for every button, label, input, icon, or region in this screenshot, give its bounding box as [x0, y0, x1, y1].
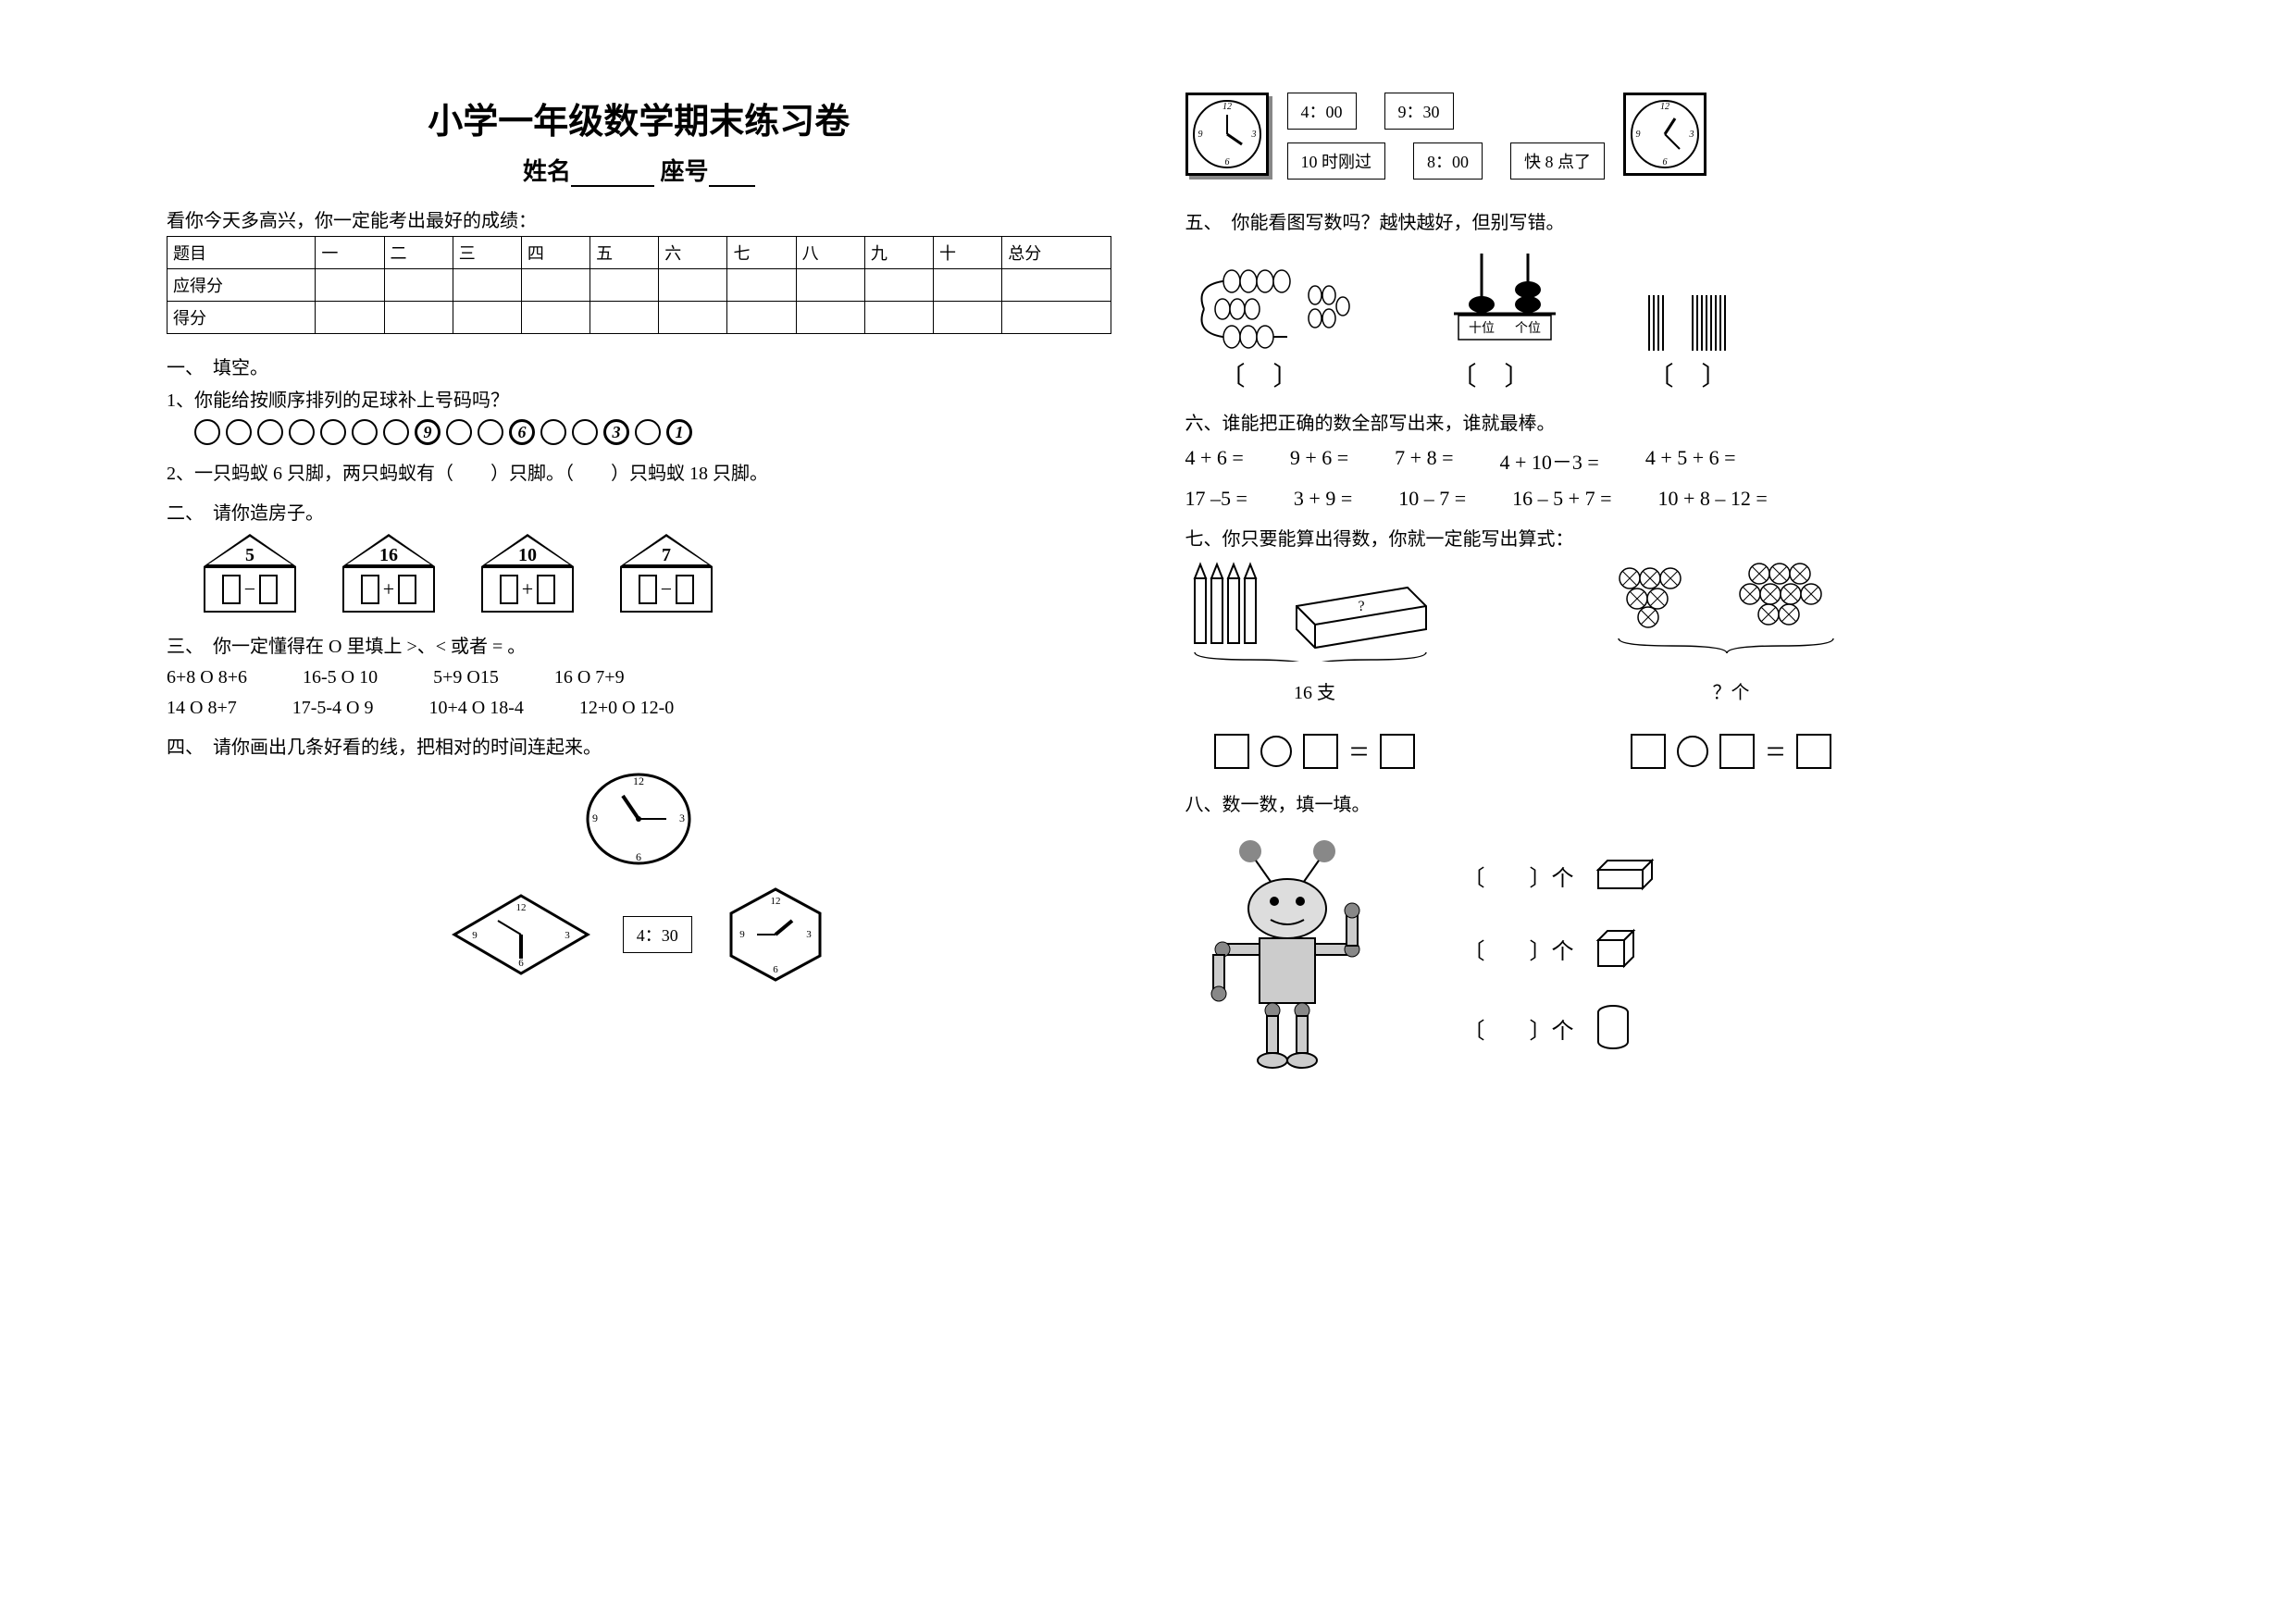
svg-text:12: 12: [770, 896, 780, 907]
time-box-930: 9：30: [1384, 93, 1454, 130]
svg-text:12: 12: [633, 774, 644, 787]
square-clock-right: 12 3 6 9: [1623, 93, 1706, 176]
q5-figures: 〔〕 十位 个位 〔〕 〔〕: [1185, 249, 2130, 393]
section-6-title: 六、谁能把正确的数全部写出来，谁就最棒。: [1185, 408, 2130, 435]
hex-clock: 12 3 6 9: [720, 884, 831, 985]
score-row-expected: 应得分: [168, 269, 1111, 302]
compare-row-2: 14 O 8+717-5-4 O 910+4 O 18-412+0 O 12-0: [167, 698, 1111, 719]
beads-figure: 〔〕: [1185, 267, 1361, 393]
section-8-title: 八、数一数，填一填。: [1185, 789, 2130, 816]
svg-text:9: 9: [739, 929, 745, 940]
houses-row: 5−16+10+7−: [204, 534, 1111, 613]
q8-row: 〔 〕个 〔 〕个 〔 〕个: [1185, 835, 2130, 1075]
section-2-title: 二、 请你造房子。: [167, 498, 1111, 525]
top-clock-row: 12 3 6 9 4：00 9：30 10 时刚过 8：00 快 8 点了 12: [1185, 93, 2130, 180]
square-clock-left: 12 3 6 9: [1185, 93, 1269, 176]
round-clock: 12 3 6 9: [578, 768, 699, 870]
count-cylinder: 〔 〕个: [1463, 1003, 1657, 1053]
time-box-800: 8：00: [1413, 142, 1483, 180]
svg-text:3: 3: [806, 929, 812, 940]
time-box-10past: 10 时刚过: [1287, 142, 1386, 180]
svg-text:3: 3: [1689, 130, 1694, 140]
score-intro: 看你今天多高兴，你一定能考出最好的成绩：: [167, 205, 1111, 232]
diamond-clock: 12 3 6 9: [447, 888, 595, 981]
q7-pencils: ? 16 支 =: [1185, 560, 1445, 771]
clock-match-area: 12 3 6 9 4：30 12 3 6 9: [167, 884, 1111, 985]
svg-text:十位: 十位: [1469, 321, 1495, 336]
svg-text:9: 9: [472, 930, 478, 941]
svg-text:12: 12: [1660, 102, 1669, 112]
time-box-400: 4：00: [1287, 93, 1357, 130]
time-box-almost8: 快 8 点了: [1510, 142, 1605, 180]
robot-figure: [1185, 835, 1389, 1075]
svg-text:6: 6: [518, 958, 524, 969]
math-row-2: 17 –5 =3 + 9 =10 – 7 =16 – 5 + 7 =10 + 8…: [1185, 487, 2130, 511]
math-row-1: 4 + 6 =9 + 6 =7 + 8 =4 + 10－3 =4 + 5 + 6…: [1185, 446, 2130, 476]
svg-text:9: 9: [592, 812, 598, 824]
football-circles: 9631: [194, 419, 1111, 445]
svg-text:9: 9: [1198, 130, 1202, 140]
section-4-title: 四、 请你画出几条好看的线，把相对的时间连起来。: [167, 732, 1111, 759]
score-table: 题目一二三四五六七八九十总分 应得分 得分: [167, 236, 1111, 334]
count-cuboid: 〔 〕个: [1463, 857, 1657, 894]
svg-text:12: 12: [515, 902, 526, 913]
svg-text:12: 12: [1222, 102, 1232, 112]
svg-text:9: 9: [1636, 130, 1641, 140]
name-seat-line: 姓名 座号: [167, 153, 1111, 187]
section-3-title: 三、 你一定懂得在 O 里填上 >、< 或者 = 。: [167, 631, 1111, 658]
section-7-title: 七、你只要能算出得数，你就一定能写出算式：: [1185, 524, 2130, 551]
q7-circles: ？个 =: [1611, 560, 1852, 771]
score-header-row: 题目一二三四五六七八九十总分: [168, 237, 1111, 269]
tally-figure: 〔〕: [1648, 295, 1756, 393]
time-box-430: 4：30: [623, 916, 692, 953]
section-5-title: 五、 你能看图写数吗？越快越好，但别写错。: [1185, 207, 2130, 234]
compare-row-1: 6+8 O 8+616-5 O 105+9 O1516 O 7+9: [167, 667, 1111, 688]
svg-text:3: 3: [565, 930, 570, 941]
svg-text:3: 3: [679, 812, 685, 824]
q1-1: 1、你能给按顺序排列的足球补上号码吗？: [167, 385, 1111, 412]
svg-text:3: 3: [1250, 130, 1256, 140]
score-row-actual: 得分: [168, 302, 1111, 334]
svg-text:6: 6: [636, 850, 641, 863]
svg-text:?: ?: [1358, 599, 1364, 614]
section-1-title: 一、 填空。: [167, 353, 1111, 379]
svg-text:6: 6: [773, 964, 778, 975]
count-cube: 〔 〕个: [1463, 925, 1657, 972]
abacus-figure: 十位 个位 〔〕: [1445, 249, 1565, 393]
svg-text:6: 6: [1663, 157, 1668, 167]
exam-title: 小学一年级数学期末练习卷: [167, 93, 1111, 143]
shape-count-list: 〔 〕个 〔 〕个 〔 〕个: [1463, 857, 1657, 1053]
svg-text:个位: 个位: [1515, 321, 1541, 336]
q1-2: 2、一只蚂蚁 6 只脚，两只蚂蚁有（ ）只脚。（ ）只蚂蚁 18 只脚。: [167, 458, 1111, 485]
svg-text:6: 6: [1224, 157, 1229, 167]
q7-row: ? 16 支 =: [1185, 560, 2130, 771]
